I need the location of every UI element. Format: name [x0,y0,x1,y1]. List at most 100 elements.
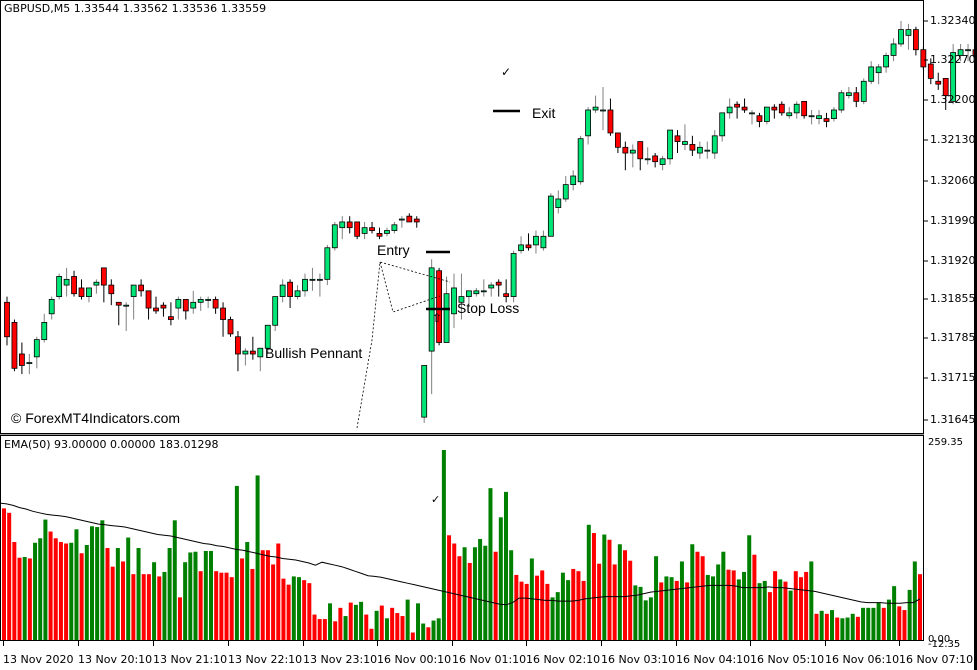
candle-body [637,141,644,160]
candle-body [965,49,971,52]
volume-bar [457,556,462,640]
volume-bar [514,574,519,640]
volume-bar [121,561,126,640]
volume-bar [550,597,555,640]
candle-body [689,144,696,151]
volume-bar [58,542,63,640]
candle-body [540,235,547,249]
volume-bar [912,561,917,640]
candle-body [525,244,532,249]
candle-body [749,112,755,115]
volume-bar [488,488,493,640]
volume-bar [674,580,679,640]
candle-body [786,112,793,117]
volume-bar [421,623,426,640]
volume-bar [716,564,721,640]
entry-label: Entry [377,242,410,258]
volume-bar [726,569,731,640]
price-tick-label: 1.32060 [930,174,976,187]
volume-bar [855,616,860,640]
volume-bar [612,564,617,640]
candle-body [704,149,711,152]
candle-body [875,66,882,74]
time-tick-label: 16 Nov 05:10 [750,653,825,666]
candle-body [302,278,308,292]
main-pane-frame [0,0,924,434]
volume-bar [866,607,871,640]
volume-bar [509,550,514,640]
candle-body [123,304,130,307]
candle-body [294,290,301,297]
candle-body [711,135,718,154]
candle-body [719,112,726,137]
volume-bar [638,586,643,640]
volume-bar [447,535,452,640]
candle-body [510,253,517,297]
volume-bar [441,450,446,640]
volume-bar [43,519,48,640]
volume-bar [69,542,74,640]
candle-body [927,63,934,79]
time-tick-label: 16 Nov 07:10 [899,653,974,666]
time-tick-label: 16 Nov 02:10 [526,653,601,666]
candle-body [696,146,703,154]
volume-bar [643,600,648,640]
candle-body [41,322,48,341]
volume-bar [524,583,529,640]
volume-bar [664,576,669,640]
volume-tick-label: 0.00 [928,634,951,645]
volume-bar [602,534,607,640]
candle-body [182,299,189,312]
candle-body [547,195,554,237]
candle-body [413,218,420,223]
volume-bar [498,517,503,640]
candle-body [592,106,599,111]
candle-body [339,221,346,229]
volume-bar [265,550,270,640]
volume-bar [183,562,188,640]
volume-bar [172,520,177,640]
time-tick-label: 13 Nov 21:10 [153,653,228,666]
candle-body [957,49,964,56]
candle-body [227,319,234,335]
volume-bar [566,580,571,640]
candle-body [369,227,375,231]
candle-body [145,290,152,309]
volume-bar [861,607,866,640]
candle-body [764,106,770,122]
volume-bar [255,475,260,640]
volume-bar [628,560,633,640]
candle-body [115,301,122,306]
candle-body [890,43,897,56]
candle-body [652,155,659,163]
candle-body [11,322,18,369]
candle-body [518,244,524,252]
time-tick-label: 16 Nov 06:10 [825,653,900,666]
candle-body [212,299,219,309]
candle-body [913,29,919,51]
volume-bar [467,562,472,640]
candle-body [71,276,77,295]
candle-body [26,362,33,364]
candle-body [734,103,740,108]
volume-bar [338,607,343,640]
candle-body [167,316,174,320]
candle-body [63,278,70,286]
volume-bar [881,607,886,640]
volume-bar [685,582,690,640]
candle-body [480,290,487,293]
volume-bar [892,586,897,640]
candle-body [726,106,733,114]
candle-body [309,278,316,281]
volume-bar [7,512,12,640]
volume-bar [188,552,193,640]
volume-bar [286,584,291,640]
volume-bar [105,547,110,640]
volume-bar [79,553,84,640]
volume-bar [886,599,891,640]
up-arrow-icon: ⇧ [432,311,443,325]
candle-body [562,184,569,200]
time-tick-label: 13 Nov 22:10 [228,653,303,666]
candle-body [86,287,92,297]
